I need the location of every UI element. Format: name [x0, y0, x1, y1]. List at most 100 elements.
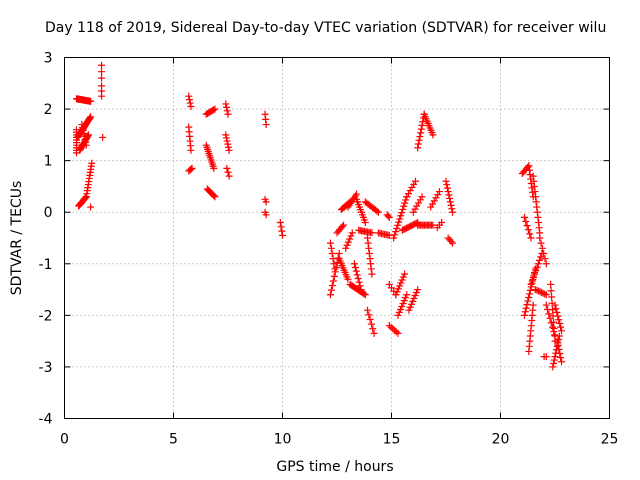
data-point: [549, 306, 557, 314]
data-point: [222, 134, 230, 142]
data-point: [277, 223, 285, 231]
data-point: [364, 306, 372, 314]
data-point: [343, 241, 351, 249]
data-point: [537, 239, 545, 247]
data-point: [399, 205, 407, 213]
data-point: [526, 286, 534, 294]
data-point: [211, 193, 219, 201]
data-point: [443, 184, 451, 192]
x-tick-label: 20: [492, 432, 510, 448]
data-point: [411, 291, 419, 299]
data-point: [427, 203, 435, 211]
data-point: [428, 200, 436, 208]
data-point: [82, 141, 90, 149]
data-point: [556, 350, 564, 358]
data-point: [414, 144, 422, 152]
data-point: [524, 226, 532, 234]
data-point: [558, 358, 566, 366]
data-point: [374, 208, 382, 216]
data-point: [558, 327, 566, 335]
data-point: [391, 231, 399, 239]
data-point: [211, 105, 219, 113]
data-point: [78, 121, 86, 129]
data-point: [403, 193, 411, 201]
data-point: [399, 300, 407, 308]
data-point: [529, 301, 537, 309]
data-point: [527, 280, 535, 288]
data-point: [87, 97, 95, 105]
data-point: [524, 297, 532, 305]
data-point: [522, 217, 530, 225]
data-point: [365, 244, 373, 252]
data-point: [536, 234, 544, 242]
data-point: [390, 234, 398, 242]
data-point: [329, 277, 337, 285]
data-point: [405, 190, 413, 198]
data-point: [523, 301, 531, 309]
data-point: [81, 135, 89, 143]
plot-frame: [64, 57, 610, 419]
data-point: [326, 239, 334, 247]
data-point: [399, 273, 407, 281]
data-point: [79, 123, 87, 131]
data-point: [536, 288, 544, 296]
data-point: [443, 181, 451, 189]
data-point: [445, 191, 453, 199]
data-point: [526, 171, 534, 179]
data-point: [547, 287, 555, 295]
data-point: [340, 221, 348, 229]
data-point: [520, 311, 528, 319]
data-point: [525, 166, 533, 174]
data-point: [442, 177, 450, 185]
data-point: [407, 300, 415, 308]
data-point: [330, 272, 338, 280]
data-point: [224, 143, 232, 151]
data-point: [434, 191, 442, 199]
data-point: [430, 197, 438, 205]
data-point: [409, 208, 417, 216]
data-point: [447, 237, 455, 245]
data-point: [432, 194, 440, 202]
data-point: [354, 275, 362, 283]
data-point: [328, 282, 336, 290]
data-point: [225, 146, 233, 154]
y-tick-label: -1: [39, 257, 53, 273]
data-point: [395, 308, 403, 316]
data-point: [369, 325, 377, 333]
data-point: [541, 290, 549, 298]
data-point: [400, 202, 408, 210]
y-tick-label: -4: [39, 412, 53, 428]
data-point: [82, 194, 90, 202]
data-point: [188, 164, 196, 172]
data-point: [210, 106, 218, 114]
data-point: [542, 301, 550, 309]
data-point: [98, 68, 106, 76]
data-point: [368, 229, 376, 237]
data-point: [279, 231, 286, 239]
data-point: [98, 92, 106, 100]
data-point: [326, 291, 334, 299]
data-point: [551, 331, 559, 339]
data-point: [338, 223, 346, 231]
data-point: [276, 219, 284, 227]
data-point: [81, 194, 89, 202]
data-point: [533, 263, 541, 271]
y-tick-label: 3: [44, 51, 53, 67]
data-point: [446, 194, 454, 202]
data-point: [366, 315, 374, 323]
data-point: [393, 288, 401, 296]
data-point: [552, 305, 560, 313]
data-point: [418, 193, 426, 201]
data-point: [553, 308, 561, 316]
data-point: [414, 286, 422, 294]
data-point: [555, 332, 563, 340]
data-point: [210, 164, 218, 172]
data-point: [401, 199, 409, 207]
data-point: [416, 133, 424, 141]
data-point: [262, 211, 270, 219]
data-point: [556, 319, 564, 327]
data-point: [356, 282, 364, 290]
data-point: [410, 294, 418, 302]
data-point: [438, 219, 446, 227]
data-point: [449, 208, 457, 216]
